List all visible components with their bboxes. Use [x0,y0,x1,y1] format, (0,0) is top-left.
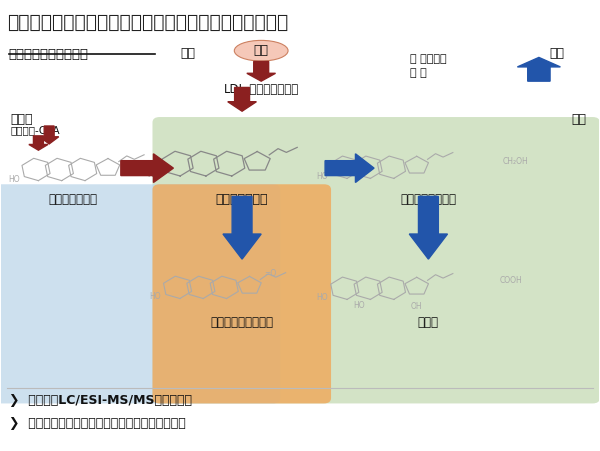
Text: オキシステロール: オキシステロール [400,193,457,206]
Polygon shape [517,57,560,81]
Text: 代謝: 代謝 [572,114,587,126]
Polygon shape [247,61,275,81]
Text: HO: HO [354,301,365,310]
Text: ・ 糞: ・ 糞 [410,68,427,78]
Text: アセチル-CoA: アセチル-CoA [10,125,60,136]
Polygon shape [325,154,374,183]
Text: ❯  誘導体化LC/ESI-MS/MS：高感度化: ❯ 誘導体化LC/ESI-MS/MS：高感度化 [8,394,191,407]
Text: CH₂OH: CH₂OH [503,157,529,166]
Text: HO: HO [148,170,159,179]
Ellipse shape [235,41,288,61]
Text: 食事: 食事 [254,44,269,57]
Text: COOH: COOH [500,276,523,285]
FancyBboxPatch shape [152,117,600,404]
Text: HO: HO [317,172,328,181]
Polygon shape [223,196,261,259]
Polygon shape [121,154,173,183]
Text: OH: OH [411,302,422,311]
Polygon shape [228,87,256,111]
Text: HO: HO [8,175,19,184]
FancyBboxPatch shape [0,184,280,404]
Text: ❯  安定同位元素標識体の活用：動態解析にも有用: ❯ 安定同位元素標識体の活用：動態解析にも有用 [8,417,185,430]
Text: 吸収: 吸収 [181,47,196,60]
Text: LDL-コレステロール: LDL-コレステロール [224,83,299,97]
Text: 質量分析を活用したコレステロール代謝物の網羅的解析: 質量分析を活用したコレステロール代謝物の網羅的解析 [7,13,289,32]
Polygon shape [409,196,448,259]
Polygon shape [29,136,48,150]
Text: =O: =O [264,269,277,278]
FancyBboxPatch shape [152,184,331,404]
Text: 前駆ステロール: 前駆ステロール [49,193,98,206]
Text: 胆汁酸: 胆汁酸 [418,316,439,329]
Text: コレステロール: コレステロール [216,193,268,206]
Text: HO: HO [317,293,328,302]
Text: HO: HO [149,292,161,301]
Text: ステロイドホルモン: ステロイドホルモン [211,316,274,329]
Text: 排泄: 排泄 [550,47,565,60]
Text: 生合成: 生合成 [10,114,33,126]
Text: コレステロール代謝物: コレステロール代謝物 [8,48,89,61]
Text: ・ 血液・尿: ・ 血液・尿 [410,54,447,64]
Polygon shape [40,126,59,144]
